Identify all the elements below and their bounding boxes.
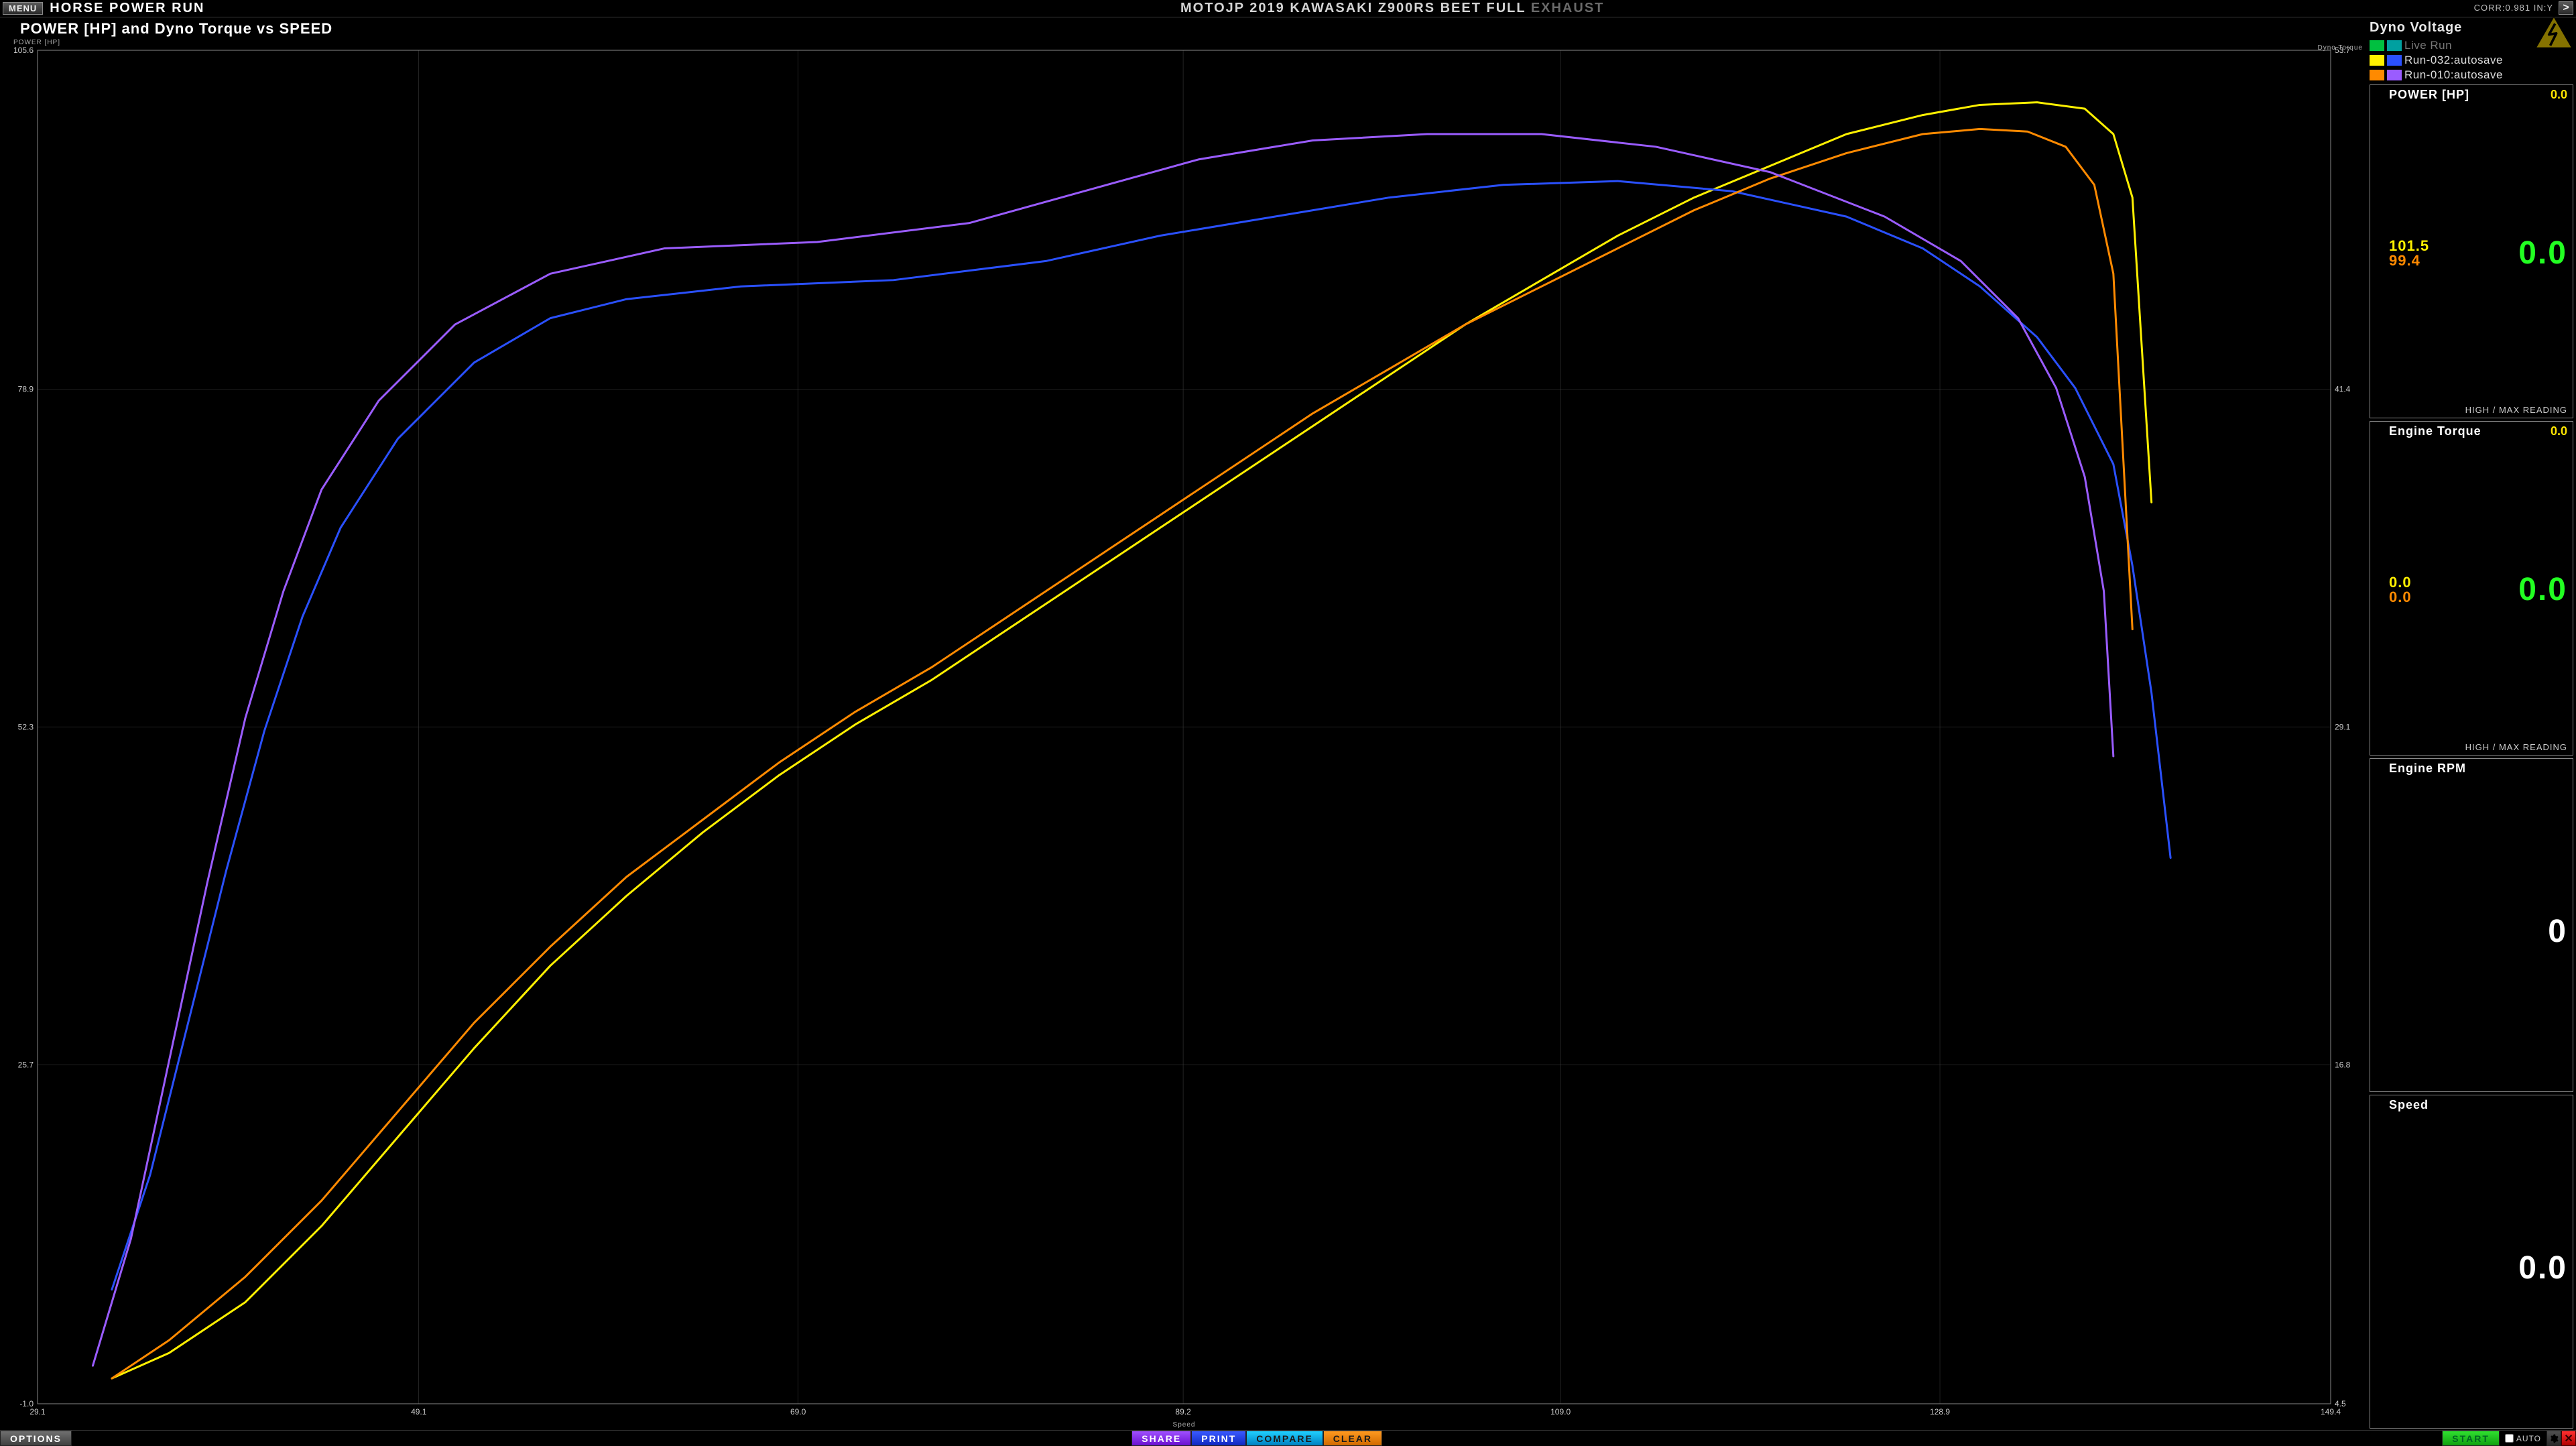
legend-row[interactable]: Live Run (2370, 39, 2573, 52)
gauge-panel[interactable]: Engine RPM 0 (2370, 758, 2573, 1092)
gauge-big-value: 0.0 (2518, 237, 2567, 269)
svg-text:16.8: 16.8 (2335, 1060, 2351, 1069)
svg-text:25.7: 25.7 (18, 1060, 34, 1069)
dyno-chart[interactable]: 29.1 49.1 69.0 89.2 109.0 128.9 149.4 -1.0 25.7 5… (4, 46, 2364, 1423)
compare-button[interactable]: COMPARE (1246, 1431, 1323, 1446)
dyno-voltage-label: Dyno Voltage (2370, 20, 2462, 36)
legend-swatch (2387, 70, 2402, 80)
gauge-big-value: 0 (2548, 916, 2567, 948)
svg-text:128.9: 128.9 (1930, 1407, 1950, 1417)
gauge-run-value: 99.4 (2389, 253, 2429, 268)
settings-button[interactable] (2547, 1431, 2561, 1446)
subtitle-main: MOTOJP 2019 KAWASAKI Z900RS BEET FULL (1180, 1, 1531, 15)
legend-label: Live Run (2404, 39, 2452, 52)
svg-text:69.0: 69.0 (790, 1407, 806, 1417)
gauge-panel[interactable]: Engine Torque0.00.00.00.0HIGH / MAX READ… (2370, 421, 2573, 755)
svg-text:29.1: 29.1 (29, 1407, 46, 1417)
legend-swatch (2370, 40, 2384, 51)
svg-text:78.9: 78.9 (18, 385, 34, 394)
svg-text:4.5: 4.5 (2335, 1399, 2346, 1408)
run-legend: Live Run Run-032:autosaveRun-010:autosave (2370, 39, 2573, 82)
auto-toggle[interactable]: AUTO (2500, 1431, 2547, 1446)
gauge-run-value: 0.0 (2389, 575, 2412, 590)
gear-icon[interactable] (2376, 1100, 2385, 1109)
svg-text:105.6: 105.6 (13, 46, 34, 55)
gauge-big-value: 0.0 (2518, 574, 2567, 606)
correction-readout: CORR:0.981 IN:Y (2474, 3, 2553, 13)
gauge-live-value: 0.0 (2551, 424, 2567, 438)
start-button[interactable]: START (2442, 1431, 2500, 1446)
x-axis-label: Speed (4, 1421, 2364, 1429)
svg-text:149.4: 149.4 (2321, 1407, 2341, 1417)
gauge-footer: HIGH / MAX READING (2376, 405, 2567, 415)
legend-row[interactable]: Run-032:autosave (2370, 54, 2573, 67)
gear-icon[interactable] (2376, 91, 2385, 100)
svg-text:-1.0: -1.0 (19, 1399, 34, 1408)
legend-swatch (2387, 40, 2402, 51)
close-button[interactable]: ✕ (2561, 1431, 2576, 1446)
legend-swatch (2370, 70, 2384, 80)
gauge-run-value: 101.5 (2389, 239, 2429, 253)
print-button[interactable]: PRINT (1191, 1431, 1246, 1446)
top-bar: MENU HORSE POWER RUN MOTOJP 2019 KAWASAK… (0, 0, 2576, 17)
legend-label: Run-010:autosave (2404, 68, 2503, 82)
clear-button[interactable]: CLEAR (1323, 1431, 1382, 1446)
legend-swatch (2370, 55, 2384, 66)
gauge-title: Engine RPM (2389, 762, 2567, 776)
svg-text:41.4: 41.4 (2335, 385, 2351, 394)
auto-label: AUTO (2516, 1434, 2541, 1443)
gauge-title: Engine Torque (2389, 424, 2547, 438)
legend-swatch (2387, 55, 2402, 66)
legend-label: Run-032:autosave (2404, 54, 2503, 67)
svg-text:29.1: 29.1 (2335, 723, 2351, 732)
gauge-title: POWER [HP] (2389, 88, 2547, 102)
gauge-big-value: 0.0 (2518, 1252, 2567, 1284)
page-title: HORSE POWER RUN (50, 1, 204, 16)
chart-panel: POWER [HP] and Dyno Torque vs SPEED POWE… (0, 17, 2368, 1430)
gauge-panel[interactable]: POWER [HP] 0.0 101.599.4 0.0 HIGH / MAX READ… (2370, 84, 2573, 418)
gauge-panel[interactable]: Speed 0.0 (2370, 1095, 2573, 1429)
bottom-bar: OPTIONS SHARE PRINT COMPARE CLEAR START … (0, 1430, 2576, 1446)
gear-icon[interactable] (2376, 427, 2385, 436)
gauge-footer: HIGH / MAX READING (2376, 742, 2567, 752)
gauge-run-values: 0.00.0 (2389, 575, 2412, 605)
y2-axis-label: Dyno Torque (2317, 44, 2363, 52)
gauge-run-values: 101.599.4 (2389, 239, 2429, 268)
svg-text:52.3: 52.3 (18, 723, 34, 732)
gear-icon[interactable] (4, 23, 16, 35)
right-panel: Dyno Voltage Live Run Run-032:autosaveRun… (2368, 17, 2576, 1430)
chart-title: POWER [HP] and Dyno Torque vs SPEED (20, 20, 332, 38)
share-button[interactable]: SHARE (1131, 1431, 1191, 1446)
auto-checkbox[interactable] (2505, 1434, 2514, 1443)
gear-icon[interactable] (2376, 764, 2385, 773)
page-subtitle: MOTOJP 2019 KAWASAKI Z900RS BEET FULL EX… (1180, 1, 1604, 16)
gauge-live-value: 0.0 (2551, 88, 2567, 102)
gauge-title: Speed (2389, 1098, 2567, 1112)
svg-text:49.1: 49.1 (411, 1407, 427, 1417)
subtitle-grey: EXHAUST (1531, 1, 1605, 15)
gear-icon (2549, 1434, 2559, 1443)
menu-button[interactable]: MENU (3, 2, 43, 15)
gauge-run-value: 0.0 (2389, 590, 2412, 605)
svg-text:89.2: 89.2 (1175, 1407, 1191, 1417)
next-button[interactable]: > (2559, 1, 2573, 15)
options-button[interactable]: OPTIONS (0, 1431, 72, 1446)
legend-row[interactable]: Run-010:autosave (2370, 68, 2573, 82)
y1-axis-label: POWER [HP] (13, 39, 2364, 46)
svg-text:109.0: 109.0 (1550, 1407, 1571, 1417)
